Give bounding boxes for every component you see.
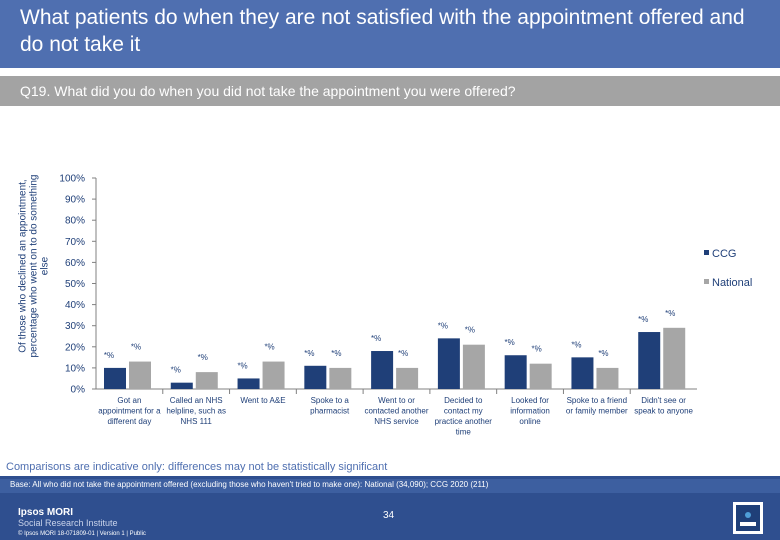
base-note: Base: All who did not take the appointme…: [10, 480, 489, 489]
ipsos-logo-bar: [740, 522, 756, 526]
x-category-label: Spoke to a pharmacist: [310, 396, 350, 416]
legend-label-ccg: CCG: [712, 248, 736, 260]
page-number: 34: [383, 510, 395, 521]
data-label: *%: [505, 338, 515, 347]
org-subtitle: Social Research Institute: [18, 518, 118, 528]
org-name: Ipsos MORI: [18, 507, 74, 518]
bar-national-7: [596, 367, 619, 389]
bar-national-8: [663, 327, 686, 389]
bar-ccg-1: [170, 382, 193, 389]
x-category-label: Got an appointment for a different day: [98, 396, 161, 426]
data-label: *%: [198, 353, 208, 362]
ipsos-logo-mark: [736, 505, 760, 531]
data-label: *%: [665, 309, 675, 318]
bar-national-5: [462, 344, 485, 389]
question-text: Q19. What did you do when you did not ta…: [20, 83, 516, 99]
bar-chart: 0% 10% 20% 30% 40% 50% 60% 70% 80% 90% 100% *% *% Got…: [59, 174, 752, 437]
x-category-label: Decided to contact my practice another time: [435, 396, 493, 437]
x-category-label: Called an NHS helpline, such as NHS 111: [166, 396, 226, 426]
x-category-label: Didn't see or speak to anyone: [634, 396, 693, 416]
bar-national-6: [529, 363, 552, 389]
bar-ccg-3: [304, 365, 327, 389]
bar-ccg-8: [638, 332, 661, 389]
data-label: *%: [131, 343, 141, 352]
data-label: *%: [104, 351, 114, 360]
base-strip: [0, 479, 780, 493]
y-tick-label: 30%: [65, 321, 85, 332]
bar-ccg-5: [437, 338, 460, 389]
y-tick-label: 70%: [65, 237, 85, 248]
header-bar: What patients do when they are not satis…: [0, 0, 780, 68]
data-label: *%: [398, 349, 408, 358]
bar-national-4: [396, 367, 419, 389]
y-tick-label: 20%: [65, 342, 85, 353]
data-label: *%: [264, 343, 274, 352]
page-title: What patients do when they are not satis…: [20, 6, 745, 56]
x-category-label: Spoke to a friend or family member: [566, 396, 628, 416]
legend-label-national: National: [712, 277, 752, 289]
data-label: *%: [371, 334, 381, 343]
y-tick-label: 100%: [59, 174, 85, 185]
y-tick-label: 40%: [65, 300, 85, 311]
data-label: *%: [571, 340, 581, 349]
ipsos-logo-dot: [745, 512, 751, 518]
question-bar: Q19. What did you do when you did not ta…: [0, 76, 780, 106]
data-label: *%: [438, 321, 448, 330]
y-tick-label: 60%: [65, 258, 85, 269]
legend-swatch-ccg: [704, 250, 709, 255]
data-label: *%: [331, 349, 341, 358]
data-label: *%: [638, 315, 648, 324]
bar-ccg-7: [571, 357, 594, 389]
copyright: © Ipsos MORI 18-071809-01 | Version 1 | …: [18, 531, 146, 537]
data-label: *%: [465, 326, 475, 335]
data-label: *%: [171, 366, 181, 375]
legend-swatch-national: [704, 279, 709, 284]
bar-ccg-6: [504, 355, 527, 389]
x-category-label: Went to A&E: [240, 396, 285, 405]
bar-national-2: [262, 361, 285, 389]
y-tick-label: 10%: [65, 363, 85, 374]
y-tick-label: 50%: [65, 279, 85, 290]
bar-ccg-4: [371, 351, 394, 389]
bar-ccg-2: [237, 378, 260, 389]
data-label: *%: [598, 349, 608, 358]
y-tick-label: 90%: [65, 195, 85, 206]
y-tick-label: 80%: [65, 216, 85, 227]
x-category-label: Looked for information online: [510, 396, 550, 426]
bar-national-1: [195, 372, 218, 389]
bar-ccg-0: [104, 367, 126, 389]
disclaimer: Comparisons are indicative only: differe…: [6, 461, 388, 473]
data-label: *%: [304, 349, 314, 358]
y-tick-label: 0%: [71, 385, 86, 396]
x-category-label: Went to or contacted another NHS service: [364, 396, 428, 426]
data-label: *%: [532, 345, 542, 354]
bar-national-3: [329, 367, 352, 389]
data-label: *%: [237, 361, 247, 370]
ipsos-logo: [733, 502, 763, 534]
bar-national-0: [129, 361, 151, 389]
